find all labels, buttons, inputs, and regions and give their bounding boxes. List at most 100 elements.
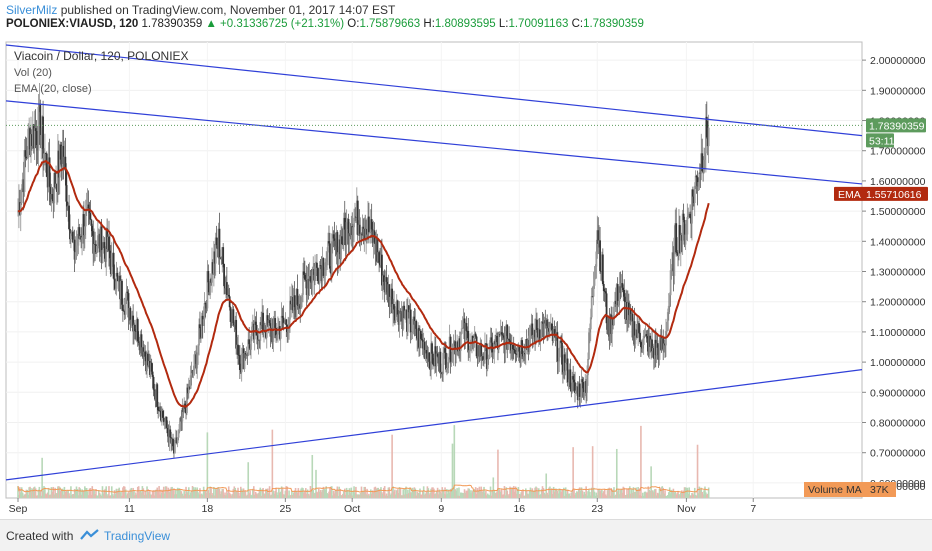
volume-bar — [109, 495, 111, 498]
candle-body — [577, 383, 580, 401]
volume-bar — [573, 488, 575, 498]
candle-body — [381, 275, 384, 286]
candle-body — [471, 335, 474, 343]
volume-bar — [107, 494, 109, 498]
candle-body — [95, 244, 97, 253]
high-label: H: — [423, 18, 435, 30]
candle-body — [234, 319, 237, 326]
candle-body — [618, 286, 621, 301]
candle-body — [153, 389, 156, 391]
volume-bar — [211, 495, 213, 498]
volume-bar — [647, 486, 650, 498]
candle-body — [361, 226, 364, 234]
candle-body — [547, 328, 549, 337]
volume-bar — [683, 487, 686, 498]
candle-body — [159, 410, 161, 412]
candle-body — [570, 389, 573, 392]
volume-bar — [691, 493, 693, 498]
volume-bar — [213, 486, 215, 498]
volume-bar — [508, 493, 510, 498]
volume-bar — [481, 491, 483, 498]
volume-bar — [657, 493, 660, 498]
x-tick-label: 16 — [513, 503, 525, 515]
candle-body — [640, 342, 642, 348]
candle-body — [119, 275, 122, 300]
volume-bar — [120, 491, 122, 498]
candle-body — [413, 316, 416, 325]
candle-body — [93, 244, 96, 254]
candle-body — [490, 337, 493, 343]
candle-body — [135, 319, 138, 332]
volume-bar — [178, 488, 181, 498]
candle-body — [407, 305, 409, 332]
candle-body — [345, 222, 348, 246]
volume-bar — [449, 488, 452, 498]
candle-body — [650, 339, 653, 347]
tradingview-link[interactable]: TradingView — [104, 529, 171, 543]
volume-bar — [438, 489, 441, 498]
y-tick-label: 1.00000000 — [870, 357, 926, 369]
volume-bar — [194, 487, 197, 498]
volume-bar — [684, 487, 687, 498]
price-chart[interactable]: 0.600000000.700000000.800000000.90000000… — [0, 36, 932, 516]
volume-bar — [550, 488, 553, 498]
candle-body — [458, 338, 460, 352]
candle-body — [592, 285, 595, 297]
volume-bar — [374, 486, 377, 498]
candle-body — [699, 172, 702, 174]
candle-body — [462, 318, 465, 328]
volume-bar — [623, 487, 626, 498]
candle-body — [425, 350, 428, 354]
volume-bar — [340, 495, 342, 498]
candle-body — [685, 234, 688, 236]
candle-body — [109, 258, 112, 275]
y-tick-label: 0.90000000 — [870, 387, 926, 399]
candle-body — [235, 319, 238, 349]
volume-bar — [581, 490, 584, 498]
candle-body — [364, 228, 367, 240]
candle-body — [62, 145, 65, 164]
candle-body — [602, 284, 605, 292]
candle-body — [581, 379, 584, 383]
trendlines — [5, 44, 863, 481]
volume-bar — [700, 487, 703, 498]
candle-body — [357, 224, 360, 236]
volume-bar — [97, 490, 100, 498]
volume-bar — [348, 488, 351, 498]
candle-body — [148, 361, 151, 375]
volume-bar — [541, 486, 544, 498]
volume-bar — [614, 495, 616, 498]
volume-bar — [413, 487, 416, 498]
volume-bar — [153, 495, 156, 498]
candle-body — [186, 387, 189, 394]
candle-body — [479, 343, 482, 357]
volume-bar — [262, 488, 264, 498]
volume-bar — [347, 494, 350, 498]
volume-bar — [556, 490, 559, 498]
candle-body — [397, 314, 400, 325]
volume-bar — [414, 488, 417, 498]
candle-body — [169, 429, 172, 438]
candle-body — [677, 253, 679, 257]
candle-body — [585, 380, 588, 393]
volume-ma-label: Volume MA — [808, 484, 862, 496]
volume-bar — [234, 487, 237, 498]
candle-body — [575, 386, 578, 391]
candle-body — [445, 367, 448, 370]
volume-bar — [611, 489, 613, 498]
author-link[interactable]: SilverMilz — [6, 3, 58, 17]
volume-bar — [505, 487, 508, 498]
candle-body — [277, 326, 280, 328]
candle-body — [163, 421, 166, 423]
volume-bar — [52, 486, 55, 498]
volume-bar — [654, 488, 657, 498]
volume-bar — [431, 487, 433, 498]
volume-bar — [330, 486, 333, 498]
volume-bar — [303, 492, 305, 498]
volume-bar — [180, 491, 183, 498]
time-axis[interactable]: Sep 11 18 25 Oct 9 16 23 Nov 7 — [9, 498, 757, 515]
candle-body — [241, 348, 244, 354]
volume-bar — [233, 486, 236, 498]
volume-bar — [172, 490, 174, 498]
candle-body — [549, 327, 551, 332]
